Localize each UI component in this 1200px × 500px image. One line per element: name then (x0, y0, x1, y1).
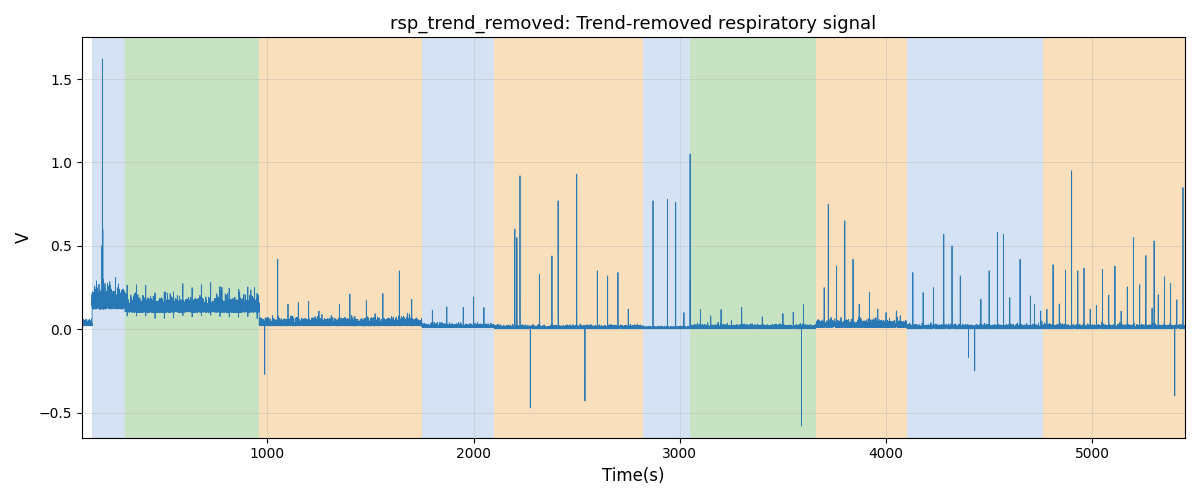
Bar (690, 38, 816, 438)
Bar (422, 38, 494, 438)
X-axis label: Time(s): Time(s) (602, 467, 665, 485)
Bar (259, 38, 422, 438)
Bar (816, 38, 907, 438)
Bar (643, 38, 690, 438)
Title: rsp_trend_removed: Trend-removed respiratory signal: rsp_trend_removed: Trend-removed respira… (390, 15, 876, 34)
Bar (1043, 38, 1184, 438)
Bar (494, 38, 643, 438)
Bar (907, 38, 1043, 438)
Y-axis label: V: V (14, 232, 34, 243)
Bar (125, 38, 259, 438)
Bar (92, 38, 125, 438)
